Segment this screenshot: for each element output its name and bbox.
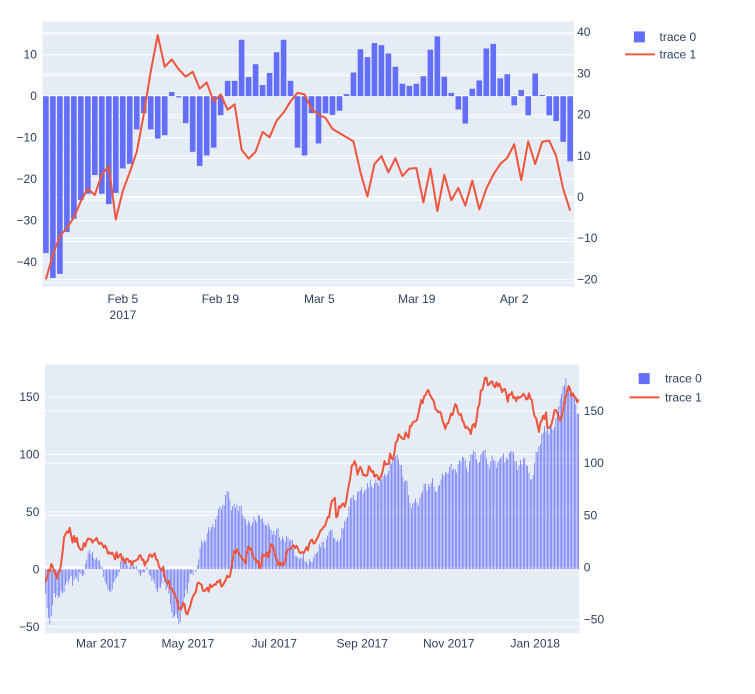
svg-text:Jul 2017: Jul 2017 (252, 637, 298, 651)
svg-text:0: 0 (584, 561, 591, 575)
svg-text:100: 100 (584, 456, 604, 470)
svg-text:150: 150 (19, 390, 39, 404)
svg-text:−10: −10 (577, 231, 598, 245)
svg-text:150: 150 (584, 404, 604, 418)
svg-text:May 2017: May 2017 (162, 637, 215, 651)
svg-text:trace 0: trace 0 (660, 30, 697, 44)
svg-text:Feb 19: Feb 19 (202, 292, 240, 306)
svg-text:Jan 2018: Jan 2018 (511, 637, 561, 651)
svg-text:Mar 19: Mar 19 (398, 292, 436, 306)
svg-text:10: 10 (577, 149, 591, 163)
svg-text:100: 100 (19, 447, 39, 461)
svg-text:−20: −20 (17, 172, 38, 186)
svg-text:−50: −50 (584, 613, 605, 627)
svg-text:−20: −20 (577, 272, 598, 286)
svg-text:Sep 2017: Sep 2017 (337, 637, 389, 651)
svg-text:0: 0 (577, 190, 584, 204)
svg-text:trace 1: trace 1 (660, 48, 697, 62)
svg-text:20: 20 (577, 108, 591, 122)
svg-text:10: 10 (24, 48, 38, 62)
svg-text:0: 0 (30, 89, 37, 103)
svg-text:30: 30 (577, 66, 591, 80)
svg-text:Feb 5: Feb 5 (108, 292, 139, 306)
svg-text:2017: 2017 (110, 308, 137, 322)
svg-text:−30: −30 (17, 214, 38, 228)
svg-text:−10: −10 (17, 131, 38, 145)
svg-text:trace 0: trace 0 (665, 372, 702, 386)
svg-text:50: 50 (584, 508, 598, 522)
svg-text:40: 40 (577, 25, 591, 39)
svg-text:−50: −50 (19, 620, 40, 634)
svg-text:Nov 2017: Nov 2017 (423, 637, 475, 651)
svg-text:0: 0 (33, 562, 40, 576)
svg-text:Mar 5: Mar 5 (304, 292, 335, 306)
svg-text:−40: −40 (17, 255, 38, 269)
svg-text:Apr 2: Apr 2 (500, 292, 529, 306)
svg-text:50: 50 (26, 505, 40, 519)
svg-text:Mar 2017: Mar 2017 (76, 637, 127, 651)
svg-text:trace 1: trace 1 (665, 391, 702, 405)
